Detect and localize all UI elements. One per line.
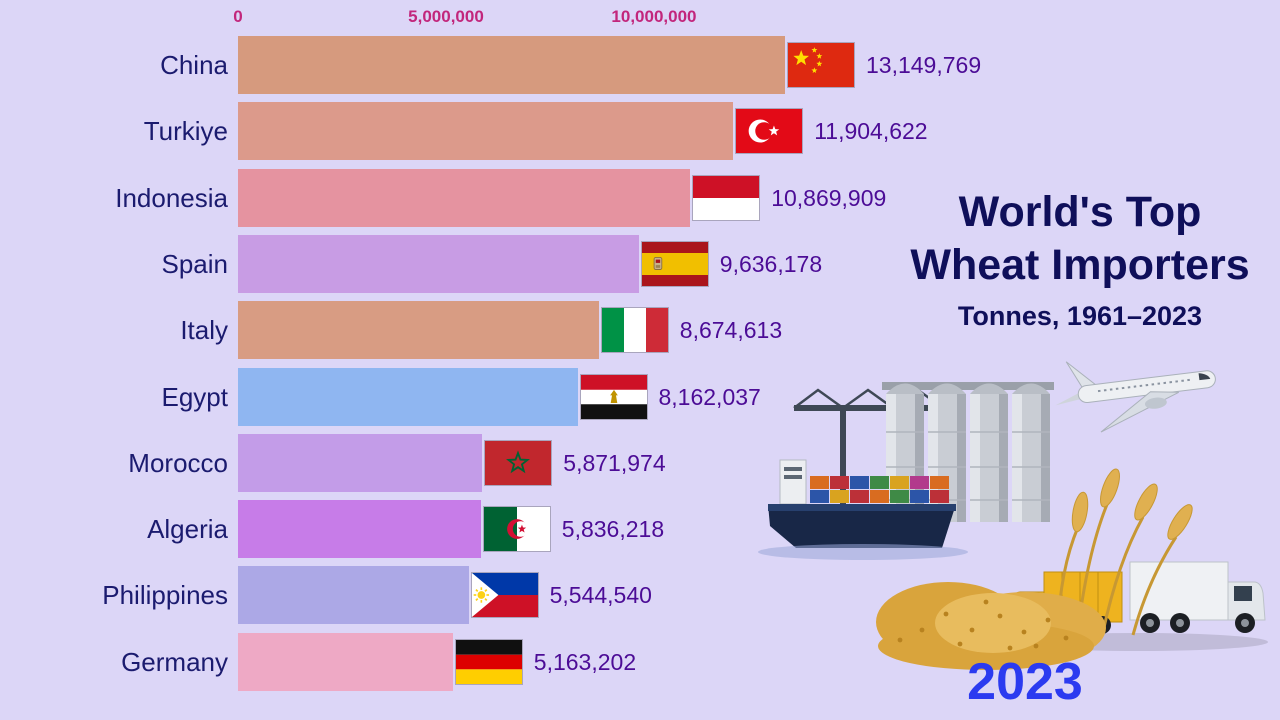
bar-row: Egypt 8,162,037: [0, 367, 1280, 426]
bar-row: Germany 5,163,202: [0, 632, 1280, 691]
bar: [238, 367, 578, 426]
chart-title-line1: World's Top: [958, 188, 1202, 236]
airplane-icon: [1055, 361, 1216, 433]
logistics-illustration: [758, 361, 1268, 670]
value-label: 5,544,540: [549, 582, 652, 609]
title-block: World's Top Wheat Importers Tonnes, 1961…: [880, 186, 1280, 332]
value-label: 10,869,909: [771, 184, 887, 211]
bar: [238, 234, 639, 293]
flag-icon-ph: [471, 573, 538, 618]
value-label: 9,636,178: [719, 250, 823, 277]
flag-icon-id: [693, 175, 760, 220]
bar-row: Philippines 5,544,540: [0, 566, 1280, 625]
country-label: Egypt: [161, 381, 229, 412]
flag-icon-eg: [580, 374, 647, 419]
value-label: 13,149,769: [866, 52, 982, 78]
country-label: Philippines: [102, 580, 228, 611]
country-label: Algeria: [147, 514, 228, 545]
bar-row: Italy 8,674,613: [0, 301, 1280, 360]
country-label: Indonesia: [115, 182, 228, 213]
bar: [238, 632, 453, 691]
chart-subtitle: Tonnes, 1961–2023: [957, 300, 1203, 331]
x-axis-tick: 10,000,000: [611, 7, 697, 26]
flag-icon-de: [455, 639, 522, 684]
value-label: 8,162,037: [658, 383, 761, 410]
country-label: Germany: [121, 646, 228, 677]
value-label: 11,904,622: [814, 118, 928, 145]
value-label: 8,674,613: [679, 317, 783, 344]
bar: [238, 36, 785, 94]
country-label: Morocco: [128, 447, 228, 478]
flag-icon-it: [601, 308, 668, 353]
flag-icon-ma: [485, 440, 552, 485]
bar-row: Morocco 5,871,974: [0, 433, 1280, 492]
x-axis-tick: 5,000,000: [408, 7, 484, 26]
bar: [238, 168, 691, 227]
value-label: 5,836,218: [561, 516, 665, 543]
country-label: Turkiye: [143, 116, 228, 147]
bar-row: Spain 9,636,178: [0, 234, 1280, 293]
flag-icon-tr: [736, 109, 803, 154]
grain-silos-icon: [882, 382, 1054, 523]
x-axis-tick: 0: [233, 7, 243, 26]
year-indicator: 2023: [967, 653, 1083, 711]
flag-icon-cn: [788, 43, 854, 87]
value-label: 5,871,974: [563, 449, 666, 476]
country-label: China: [160, 50, 228, 80]
chart-title-line2: Wheat Importers: [910, 241, 1250, 290]
wheat-grain-icon: [876, 468, 1193, 670]
bar-row: Indonesia 10,869,909: [0, 168, 1280, 227]
bar: [238, 102, 734, 161]
bar: [238, 566, 469, 625]
bar: [238, 500, 481, 559]
country-label: Italy: [180, 315, 228, 346]
flag-icon-dz: [483, 507, 550, 552]
bar: [238, 301, 599, 360]
value-label: 5,163,202: [533, 648, 637, 675]
bar-row: Turkiye 11,904,622: [0, 102, 1280, 161]
bar-row: Algeria 5,836,218: [0, 500, 1280, 559]
bar-row: China 13,149,769: [0, 36, 1280, 94]
flag-icon-es: [641, 241, 708, 286]
cargo-ship-icon: [758, 459, 968, 560]
bar: [238, 433, 483, 492]
country-label: Spain: [161, 248, 229, 279]
